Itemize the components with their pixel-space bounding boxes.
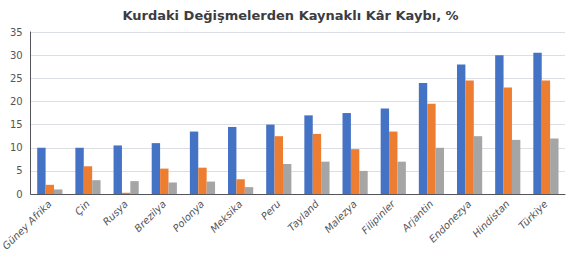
svg-text:Brezilya: Brezilya bbox=[132, 198, 168, 234]
svg-text:Peru: Peru bbox=[259, 198, 283, 222]
svg-text:5: 5 bbox=[16, 165, 22, 176]
svg-text:Meksika: Meksika bbox=[208, 198, 244, 234]
svg-text:15: 15 bbox=[10, 119, 23, 130]
svg-text:35: 35 bbox=[10, 27, 23, 38]
svg-text:25: 25 bbox=[10, 73, 23, 84]
svg-text:Polonya: Polonya bbox=[171, 198, 207, 234]
svg-text:Hindistan: Hindistan bbox=[470, 198, 511, 239]
svg-text:Rusya: Rusya bbox=[101, 198, 130, 227]
svg-text:20: 20 bbox=[10, 96, 23, 107]
svg-text:Güney Afrika: Güney Afrika bbox=[0, 198, 54, 252]
svg-text:Türkiye: Türkiye bbox=[516, 198, 549, 231]
svg-text:Kurdaki Değişmelerden Kaynaklı: Kurdaki Değişmelerden Kaynaklı Kâr Kaybı… bbox=[122, 8, 458, 23]
svg-text:Tayland: Tayland bbox=[286, 198, 322, 234]
svg-text:10: 10 bbox=[10, 142, 23, 153]
svg-text:30: 30 bbox=[10, 50, 23, 61]
svg-text:Endonezya: Endonezya bbox=[427, 198, 474, 245]
svg-text:Malezya: Malezya bbox=[322, 198, 359, 235]
svg-text:0: 0 bbox=[16, 189, 22, 200]
svg-text:Arjantin: Arjantin bbox=[399, 198, 435, 234]
svg-text:Filipinler: Filipinler bbox=[359, 198, 397, 236]
svg-text:Çin: Çin bbox=[73, 198, 92, 217]
